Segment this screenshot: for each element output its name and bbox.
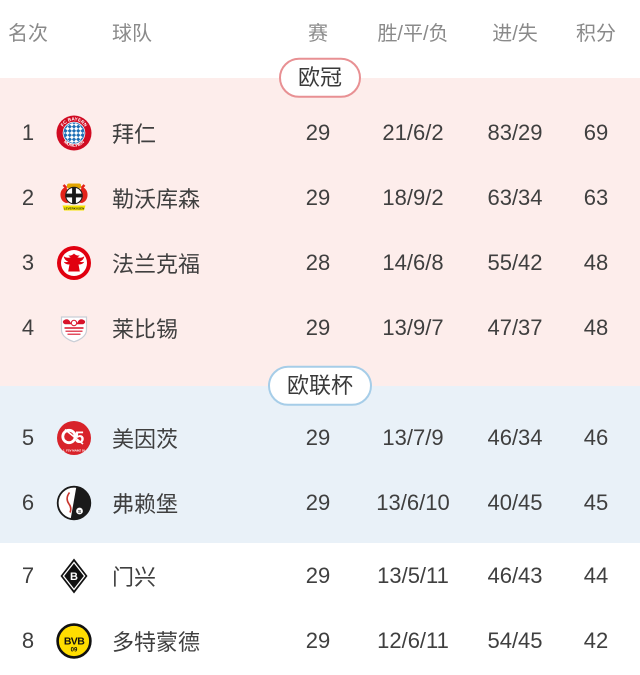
points-value: 48	[583, 249, 609, 275]
win-draw-loss: 12/6/11	[377, 627, 449, 653]
header-rank: 名次	[8, 22, 48, 45]
win-draw-loss: 21/6/2	[382, 119, 444, 145]
points-value: 44	[583, 562, 609, 588]
goals-for-against: 40/45	[487, 489, 543, 515]
goals-for-against: 63/34	[487, 184, 543, 210]
svg-text:5: 5	[75, 428, 84, 447]
matches-played: 29	[305, 489, 331, 515]
freiburg-crest-icon: S	[56, 485, 92, 521]
mainz-crest-icon: 5 1. FSV MAINZ 05	[56, 420, 92, 456]
leipzig-crest-icon	[56, 310, 92, 346]
header-team: 球队	[112, 22, 152, 45]
goals-for-against: 46/43	[487, 562, 543, 588]
team-name: 勒沃库森	[112, 186, 201, 212]
svg-text:LEVERKUSEN: LEVERKUSEN	[64, 206, 85, 210]
leverkusen-crest-icon: LEVERKUSEN	[56, 180, 92, 216]
team-name: 门兴	[112, 564, 157, 590]
win-draw-loss: 13/7/9	[382, 424, 444, 450]
section-badge: 欧联杯	[267, 365, 373, 407]
matches-played: 29	[305, 627, 331, 653]
points-value: 48	[583, 314, 609, 340]
table-row[interactable]: 8 BVB 09 多特蒙德 29 12/6/11 54/45 42	[0, 608, 640, 673]
goals-for-against: 47/37	[487, 314, 543, 340]
team-name: 美因茨	[112, 426, 179, 452]
table-row[interactable]: 7 B 门兴 29 13/5/11 46/43 44	[0, 543, 640, 608]
win-draw-loss: 13/6/10	[376, 489, 450, 515]
section-cl: 欧冠 1 FC BAYERN MÜNCHEN 拜仁 29 21/6/2 83/2…	[0, 57, 640, 386]
table-row[interactable]: 4 莱比锡 29 13/9/7 47/37 48	[0, 295, 640, 360]
win-draw-loss: 13/5/11	[377, 562, 449, 588]
matches-played: 29	[305, 119, 331, 145]
header-goals: 进/失	[492, 22, 538, 45]
table-row[interactable]: 6 S 弗赖堡 29 13/6/10 40/45 45	[0, 470, 640, 535]
goals-for-against: 83/29	[487, 119, 543, 145]
matches-played: 29	[305, 562, 331, 588]
gladbach-crest-icon: B	[56, 558, 92, 594]
dortmund-crest-icon: BVB 09	[56, 622, 92, 659]
team-name: 多特蒙德	[112, 629, 201, 655]
team-name: 拜仁	[112, 121, 157, 147]
svg-text:S: S	[78, 508, 81, 513]
goals-for-against: 55/42	[487, 249, 543, 275]
rank-number: 1	[21, 119, 35, 145]
rank-number: 6	[21, 489, 35, 515]
svg-text:1. FSV MAINZ 05: 1. FSV MAINZ 05	[63, 448, 86, 452]
table-row[interactable]: 1 FC BAYERN MÜNCHEN 拜仁 29 21/6/2 83/29 6…	[0, 100, 640, 165]
section-el: 欧联杯 5 5 1. FSV MAINZ 05 美因茨 29 13/7/9 46…	[0, 365, 640, 543]
goals-for-against: 54/45	[487, 627, 543, 653]
goals-for-against: 46/34	[487, 424, 543, 450]
rank-number: 5	[21, 424, 35, 450]
svg-text:BVB: BVB	[64, 635, 85, 647]
bayern-crest-icon: FC BAYERN MÜNCHEN	[56, 115, 92, 151]
table-row[interactable]: 5 5 1. FSV MAINZ 05 美因茨 29 13/7/9 46/34 …	[0, 405, 640, 470]
points-value: 42	[583, 627, 609, 653]
table-header-row: 名次 球队 赛 胜/平/负 进/失 积分	[0, 0, 640, 78]
svg-text:B: B	[70, 571, 78, 583]
team-name: 弗赖堡	[112, 491, 179, 517]
team-name: 法兰克福	[112, 251, 201, 277]
rank-number: 2	[21, 184, 35, 210]
points-value: 69	[583, 119, 609, 145]
points-value: 45	[583, 489, 609, 515]
rank-number: 8	[21, 627, 35, 653]
matches-played: 29	[305, 184, 331, 210]
table-row[interactable]: 2 LEVERKUSEN 勒沃库森 29 18/9/2 63/34 63	[0, 165, 640, 230]
points-value: 63	[583, 184, 609, 210]
win-draw-loss: 13/9/7	[382, 314, 444, 340]
rank-number: 7	[21, 562, 35, 588]
table-sections: 欧冠 1 FC BAYERN MÜNCHEN 拜仁 29 21/6/2 83/2…	[0, 57, 640, 675]
table-row[interactable]: 3 法兰克福 28 14/6/8 55/42 48	[0, 230, 640, 295]
team-name: 莱比锡	[112, 316, 179, 342]
win-draw-loss: 14/6/8	[382, 249, 444, 275]
frankfurt-crest-icon	[56, 245, 92, 281]
header-played: 赛	[308, 22, 328, 45]
points-value: 46	[583, 424, 609, 450]
section-badge: 欧冠	[278, 57, 362, 99]
win-draw-loss: 18/9/2	[382, 184, 444, 210]
svg-text:09: 09	[71, 647, 78, 653]
header-wdl: 胜/平/负	[377, 22, 449, 45]
rank-number: 3	[21, 249, 35, 275]
section-plain: 7 B 门兴 29 13/5/11 46/43 44 8 BVB 09 多特蒙德…	[0, 543, 640, 675]
header-points: 积分	[576, 22, 616, 45]
matches-played: 29	[305, 424, 331, 450]
matches-played: 29	[305, 314, 331, 340]
matches-played: 28	[305, 249, 331, 275]
rank-number: 4	[21, 314, 35, 340]
svg-text:MÜNCHEN: MÜNCHEN	[63, 138, 86, 147]
